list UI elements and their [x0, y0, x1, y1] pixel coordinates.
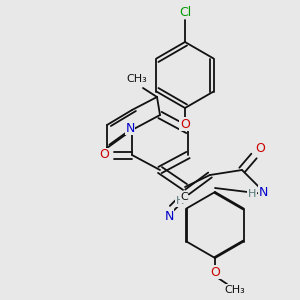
Text: O: O: [210, 266, 220, 278]
Text: O: O: [180, 118, 190, 130]
Text: N: N: [164, 209, 174, 223]
Text: H: H: [176, 196, 184, 206]
Text: CH₃: CH₃: [225, 285, 245, 295]
Text: Cl: Cl: [179, 5, 191, 19]
Text: C: C: [180, 192, 188, 202]
Text: CH₃: CH₃: [127, 74, 147, 84]
Text: H: H: [248, 189, 256, 199]
Text: O: O: [255, 142, 265, 154]
Text: N: N: [125, 122, 135, 134]
Text: N: N: [258, 185, 268, 199]
Text: O: O: [99, 148, 109, 161]
